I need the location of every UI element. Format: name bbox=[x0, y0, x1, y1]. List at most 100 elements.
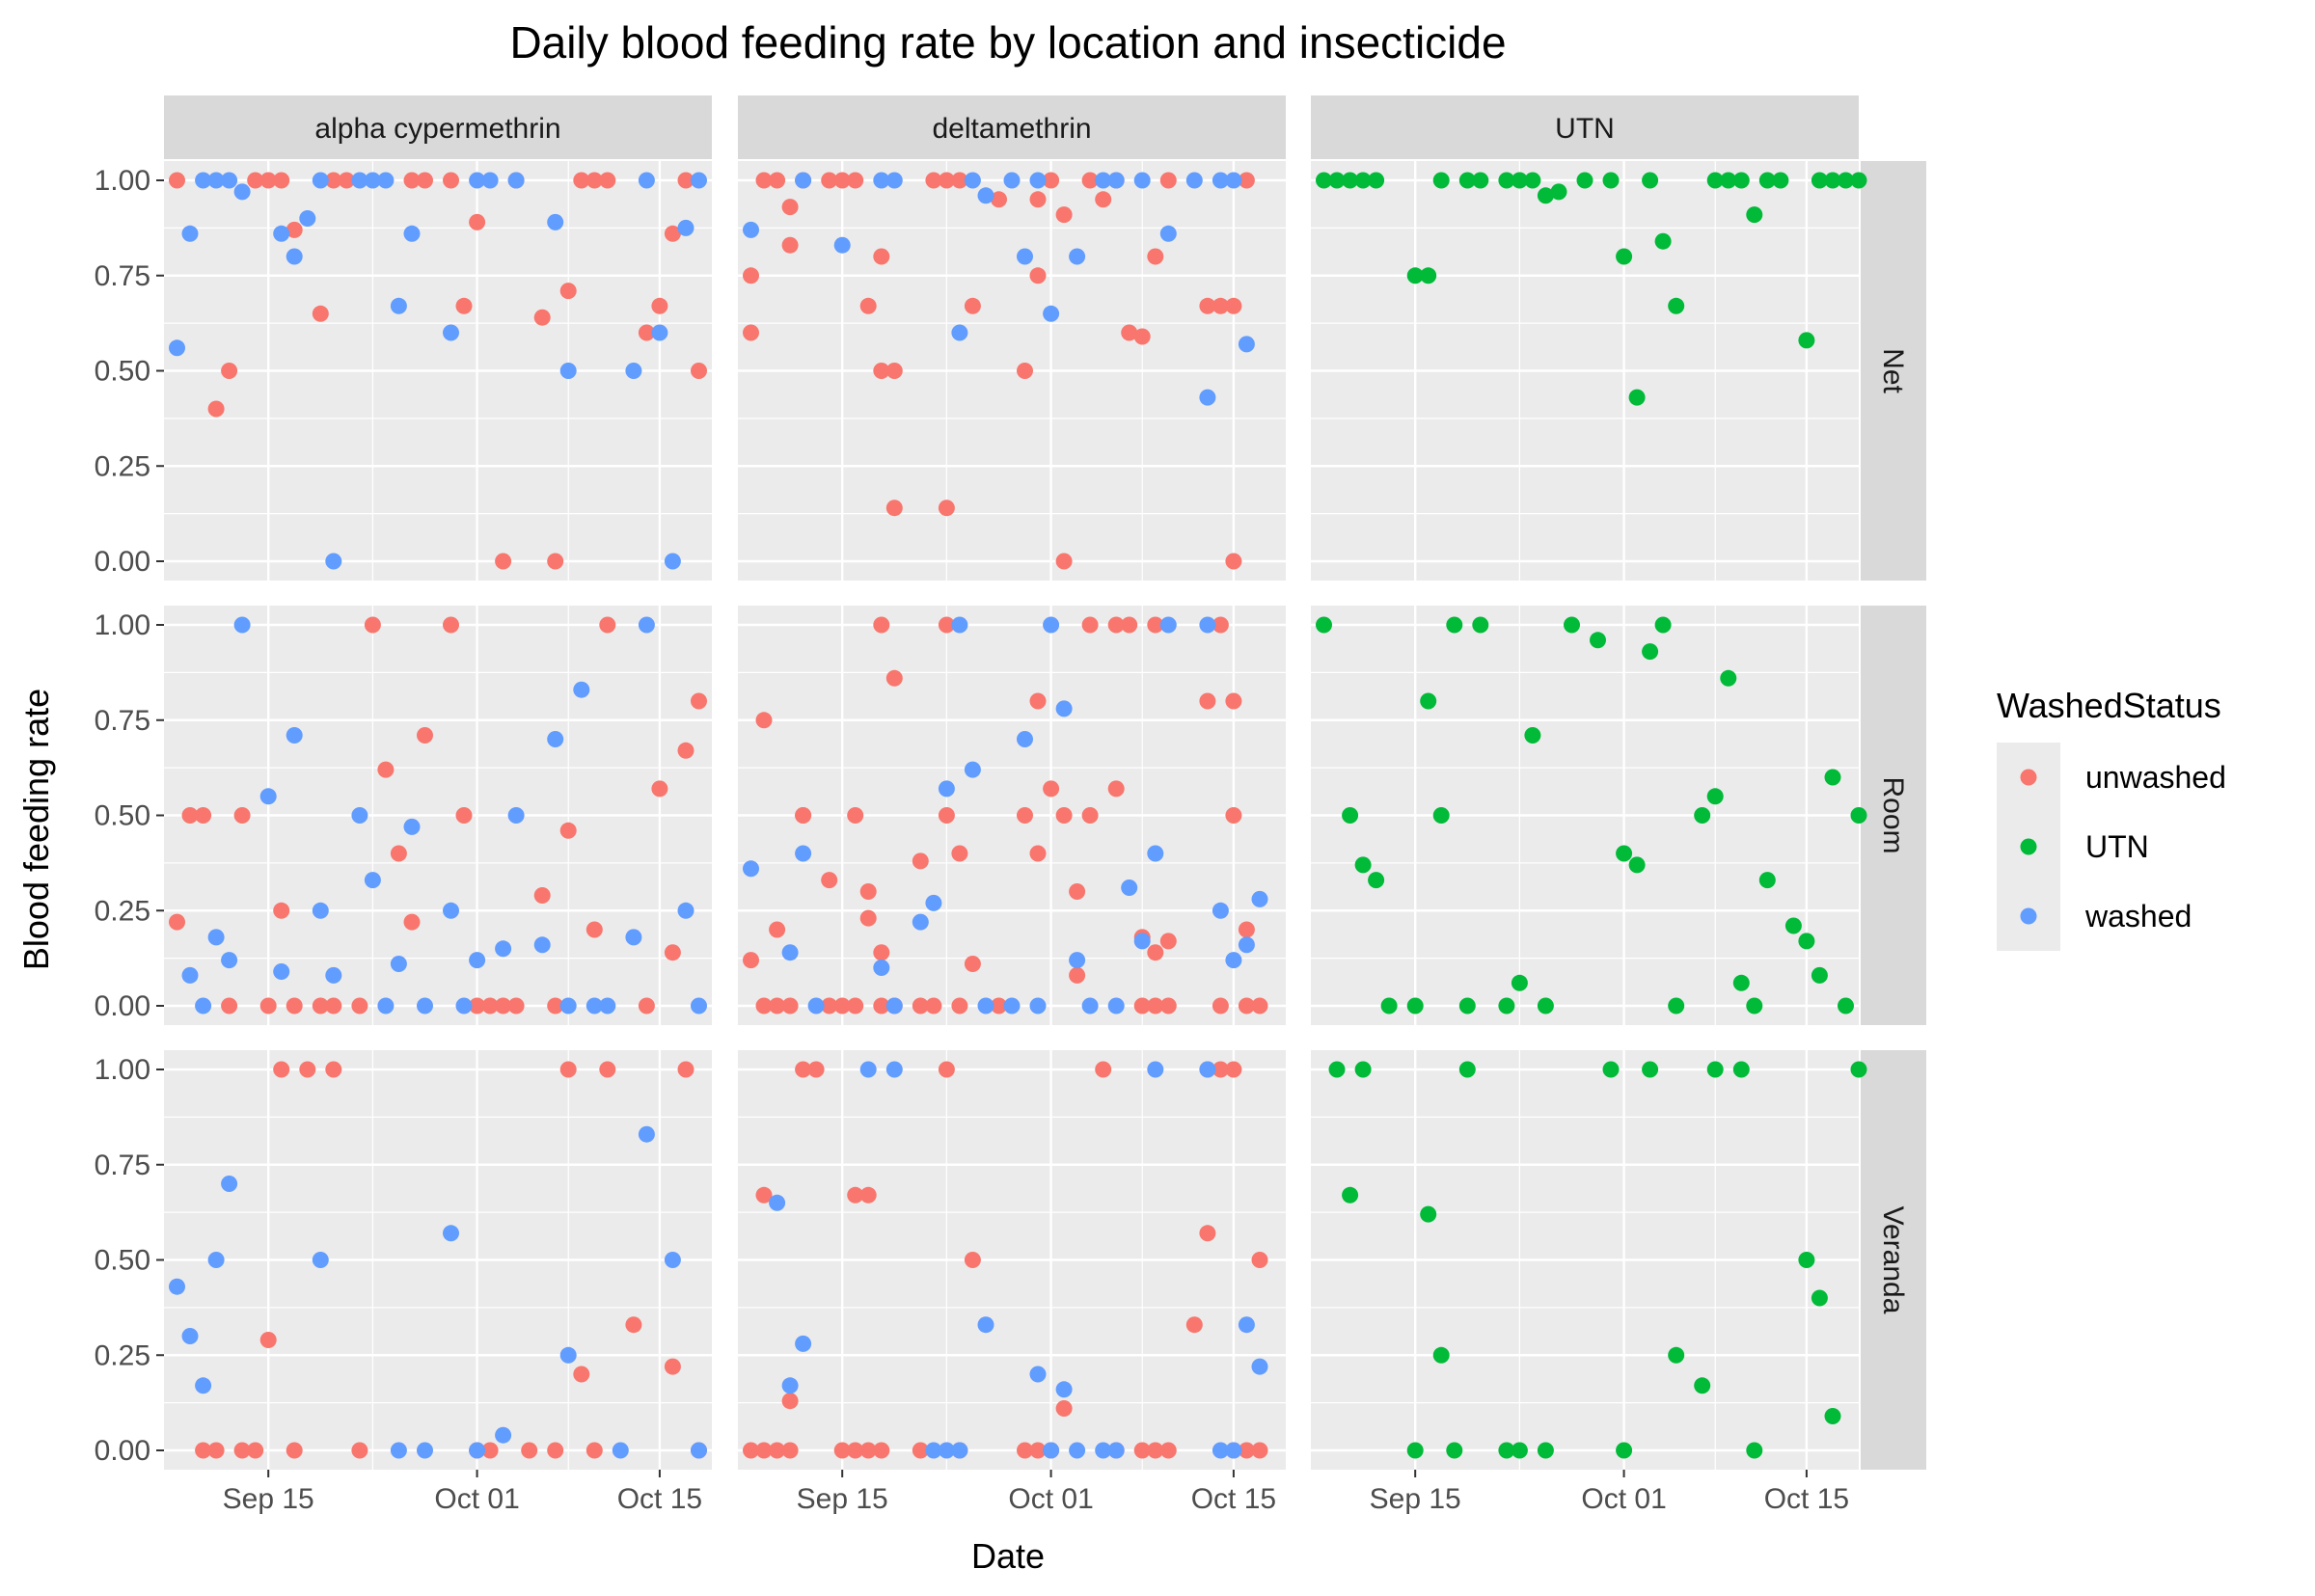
data-point-unwashed bbox=[755, 1186, 773, 1204]
x-tick-label: Oct 15 bbox=[617, 1483, 702, 1515]
data-point-UTN bbox=[1368, 172, 1385, 189]
x-tick-label: Sep 15 bbox=[1370, 1483, 1461, 1515]
data-point-unwashed bbox=[991, 997, 1007, 1014]
data-point-washed bbox=[417, 997, 433, 1014]
data-point-unwashed bbox=[769, 1442, 786, 1459]
data-point-UTN bbox=[1668, 297, 1685, 314]
data-point-UTN bbox=[1354, 1061, 1372, 1078]
data-point-washed bbox=[390, 1442, 407, 1459]
data-point-unwashed bbox=[1147, 616, 1164, 634]
data-point-unwashed bbox=[233, 807, 251, 824]
data-point-UTN bbox=[1524, 172, 1541, 189]
data-point-unwashed bbox=[312, 997, 329, 1014]
data-point-UTN bbox=[1458, 997, 1476, 1014]
data-point-unwashed bbox=[1055, 553, 1073, 570]
data-point-washed bbox=[599, 997, 616, 1014]
data-point-washed bbox=[443, 1225, 459, 1242]
data-point-unwashed bbox=[651, 297, 668, 314]
data-point-washed bbox=[1043, 305, 1060, 322]
data-point-unwashed bbox=[351, 1442, 368, 1459]
data-point-washed bbox=[469, 1442, 486, 1459]
data-point-washed bbox=[1043, 1442, 1060, 1459]
data-point-washed bbox=[925, 1442, 942, 1459]
data-point-UTN bbox=[1590, 632, 1606, 649]
data-point-UTN bbox=[1850, 1061, 1867, 1078]
data-point-washed bbox=[691, 172, 707, 189]
data-point-UTN bbox=[1732, 1061, 1750, 1078]
data-point-washed bbox=[638, 1125, 655, 1143]
data-point-washed bbox=[495, 1426, 512, 1444]
data-point-unwashed bbox=[521, 1442, 538, 1459]
data-point-UTN bbox=[1342, 1186, 1359, 1204]
facet-strip-3 bbox=[1311, 95, 1859, 159]
data-point-washed bbox=[390, 297, 407, 314]
y-tick-label: 0.00 bbox=[95, 990, 150, 1022]
data-point-washed bbox=[1003, 997, 1021, 1014]
data-point-unwashed bbox=[638, 997, 655, 1014]
data-point-washed bbox=[325, 966, 342, 984]
data-point-unwashed bbox=[651, 780, 668, 798]
data-point-washed bbox=[964, 172, 981, 189]
data-point-washed bbox=[207, 929, 225, 946]
data-point-unwashed bbox=[573, 1366, 590, 1383]
panel-deltamethrin-net bbox=[738, 161, 1286, 581]
y-tick-label: 0.00 bbox=[95, 1435, 150, 1467]
data-point-unwashed bbox=[599, 616, 616, 634]
data-point-unwashed bbox=[847, 172, 864, 189]
data-point-UTN bbox=[1720, 172, 1737, 189]
data-point-unwashed bbox=[1225, 553, 1242, 570]
data-point-washed bbox=[977, 1316, 994, 1334]
data-point-UTN bbox=[1498, 997, 1515, 1014]
x-tick-label: Oct 01 bbox=[1008, 1483, 1093, 1515]
data-point-unwashed bbox=[455, 807, 473, 824]
data-point-unwashed bbox=[1095, 191, 1112, 208]
data-point-unwashed bbox=[859, 883, 877, 900]
data-point-washed bbox=[807, 997, 825, 1014]
data-point-UTN bbox=[1720, 669, 1737, 687]
data-point-unwashed bbox=[1212, 616, 1229, 634]
data-point-unwashed bbox=[417, 172, 433, 189]
data-point-unwashed bbox=[664, 1358, 681, 1375]
data-point-UTN bbox=[1550, 183, 1567, 201]
data-point-washed bbox=[221, 952, 238, 969]
data-point-washed bbox=[221, 172, 238, 189]
data-point-washed bbox=[951, 324, 968, 341]
data-point-UTN bbox=[1576, 172, 1593, 189]
data-point-unwashed bbox=[859, 297, 877, 314]
data-point-unwashed bbox=[599, 172, 616, 189]
data-point-unwashed bbox=[821, 997, 838, 1014]
data-point-unwashed bbox=[1055, 1400, 1073, 1417]
data-point-washed bbox=[1251, 1358, 1268, 1375]
data-point-washed bbox=[625, 363, 642, 379]
data-point-unwashed bbox=[781, 199, 799, 216]
panel-UTN-net bbox=[1311, 161, 1867, 581]
data-point-unwashed bbox=[1029, 267, 1047, 284]
data-point-washed bbox=[547, 731, 564, 747]
data-point-UTN bbox=[1798, 933, 1815, 950]
data-point-unwashed bbox=[833, 172, 851, 189]
data-point-unwashed bbox=[847, 997, 864, 1014]
data-point-washed bbox=[455, 997, 473, 1014]
data-point-unwashed bbox=[1212, 297, 1229, 314]
data-point-unwashed bbox=[1107, 616, 1125, 634]
data-point-washed bbox=[1069, 952, 1086, 969]
data-point-unwashed bbox=[351, 997, 368, 1014]
data-point-UTN bbox=[1328, 1061, 1346, 1078]
data-point-UTN bbox=[1368, 872, 1385, 889]
data-point-washed bbox=[1212, 902, 1229, 919]
data-point-unwashed bbox=[691, 692, 707, 710]
data-point-unwashed bbox=[1159, 172, 1177, 189]
data-point-UTN bbox=[1316, 616, 1332, 634]
data-point-unwashed bbox=[964, 956, 981, 972]
data-point-unwashed bbox=[547, 553, 564, 570]
data-point-unwashed bbox=[755, 712, 773, 729]
data-point-unwashed bbox=[1159, 933, 1177, 950]
data-point-unwashed bbox=[677, 172, 694, 189]
data-point-unwashed bbox=[195, 1442, 212, 1459]
data-point-UTN bbox=[1746, 1442, 1763, 1459]
data-point-unwashed bbox=[286, 1442, 303, 1459]
data-point-washed bbox=[573, 681, 590, 698]
legend-marker-unwashed bbox=[2020, 769, 2037, 786]
panel-UTN-veranda bbox=[1311, 1050, 1867, 1470]
data-point-washed bbox=[925, 894, 942, 911]
